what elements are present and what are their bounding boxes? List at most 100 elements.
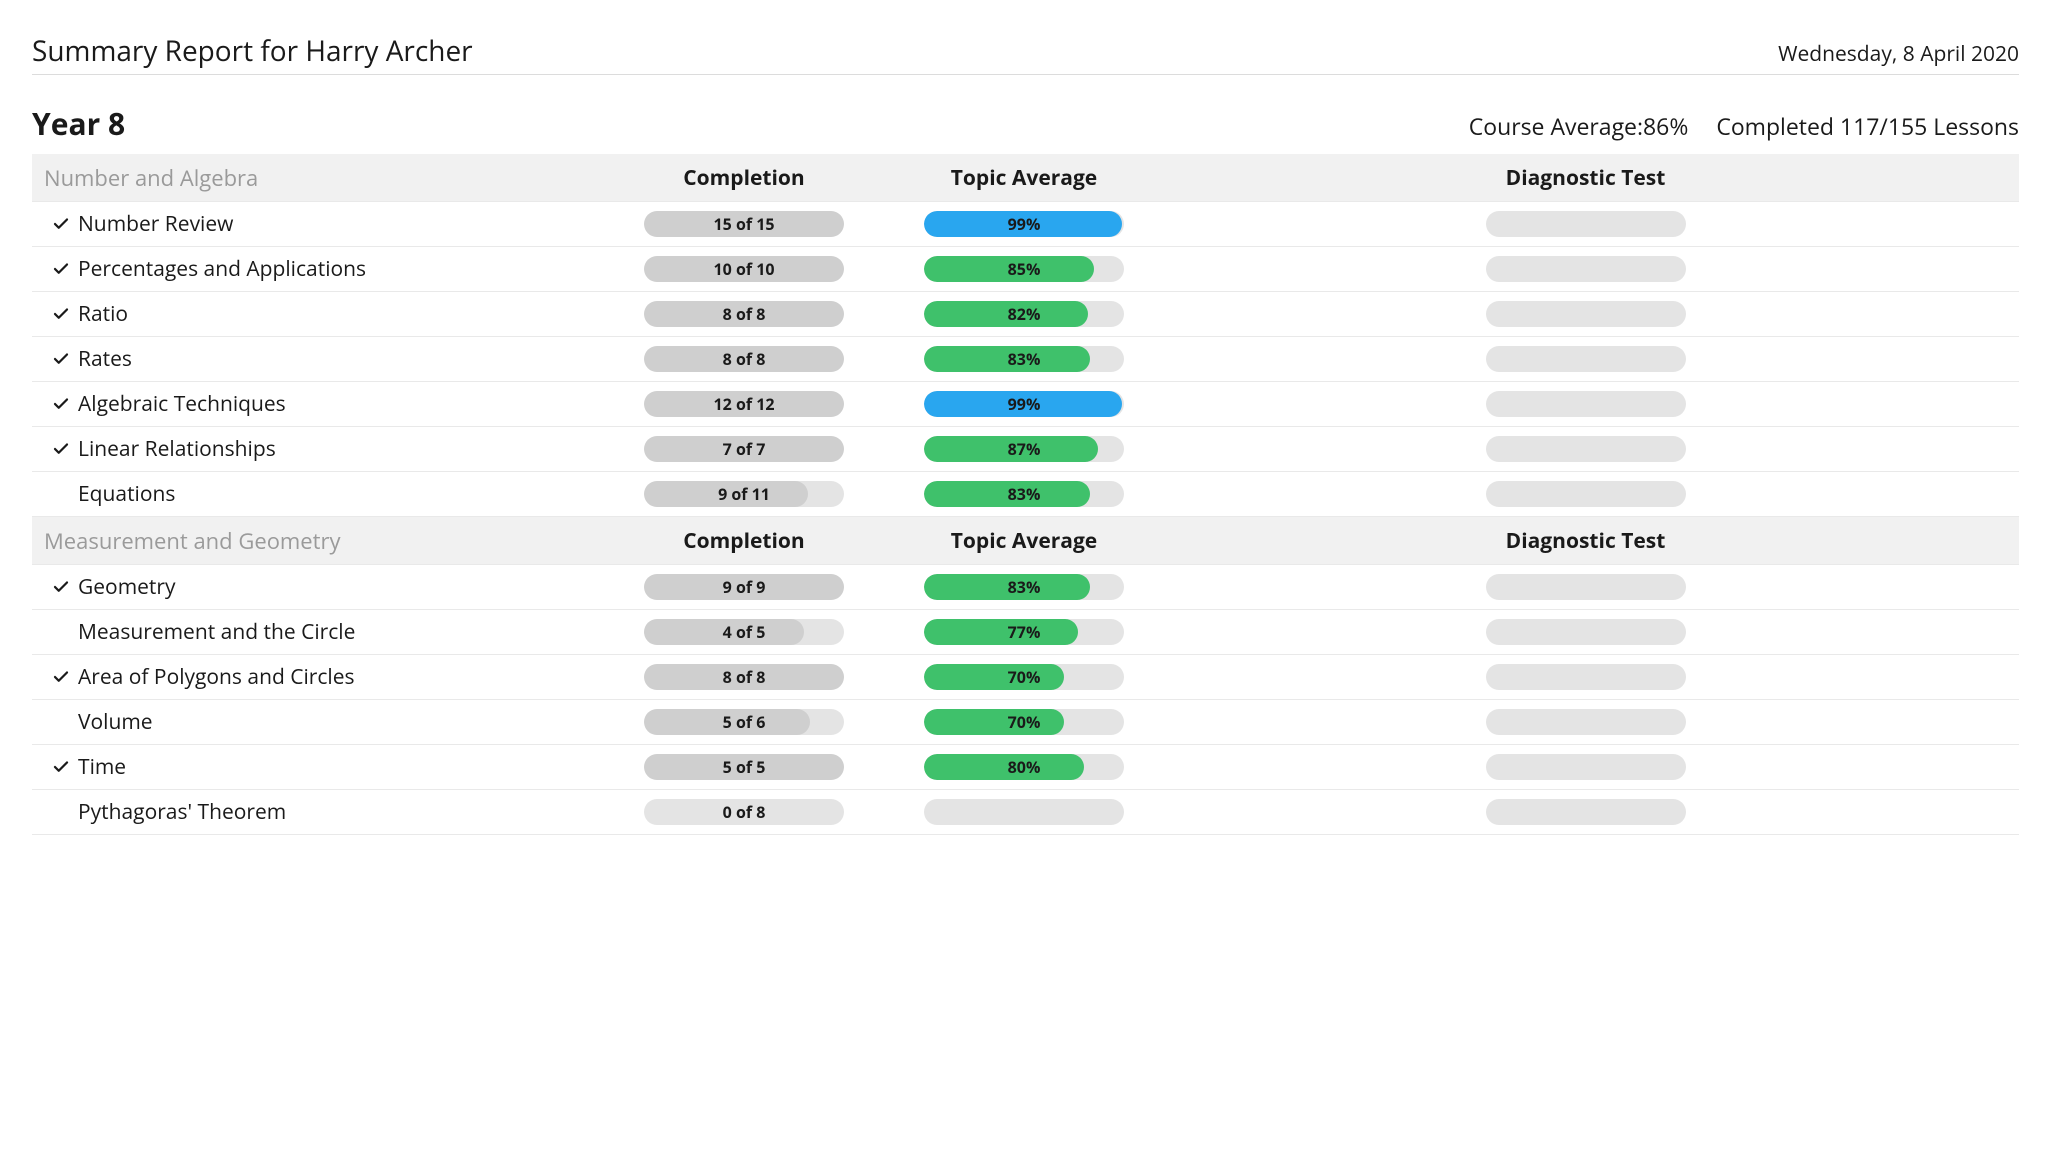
completion-pill: 5 of 6	[644, 709, 844, 735]
average-pill: 87%	[924, 436, 1124, 462]
year-title: Year 8	[32, 103, 125, 144]
average-pill: 77%	[924, 619, 1124, 645]
diagnostic-pill	[1486, 619, 1686, 645]
course-average-value: 86%	[1643, 110, 1688, 142]
topic-name: Algebraic Techniques	[78, 390, 286, 418]
completed-lessons: Completed 117/155 Lessons	[1716, 110, 2019, 142]
section-name: Number and Algebra	[44, 163, 258, 193]
average-pill: 99%	[924, 211, 1124, 237]
average-pill: 83%	[924, 481, 1124, 507]
diagnostic-pill	[1486, 799, 1686, 825]
check-icon	[52, 758, 70, 776]
col-header-average: Topic Average	[951, 527, 1097, 555]
completion-pill-label: 12 of 12	[644, 391, 844, 417]
average-pill: 83%	[924, 346, 1124, 372]
average-pill-label: 70%	[924, 709, 1124, 735]
col-header-average: Topic Average	[951, 164, 1097, 192]
section-header: Measurement and Geometry Completion Topic …	[32, 517, 2019, 565]
topic-name: Area of Polygons and Circles	[78, 663, 355, 691]
completion-pill-label: 8 of 8	[644, 301, 844, 327]
average-pill-label: 85%	[924, 256, 1124, 282]
course-average-label: Course Average:	[1469, 110, 1643, 142]
table-row: Pythagoras' Theorem 0 of 8	[32, 790, 2019, 835]
topic-name: Measurement and the Circle	[78, 618, 355, 646]
check-icon	[52, 350, 70, 368]
completion-pill: 8 of 8	[644, 664, 844, 690]
check-icon	[52, 668, 70, 686]
completion-pill: 5 of 5	[644, 754, 844, 780]
average-pill: 70%	[924, 664, 1124, 690]
average-pill-label: 83%	[924, 574, 1124, 600]
completion-pill-label: 9 of 11	[644, 481, 844, 507]
completion-pill-label: 4 of 5	[644, 619, 844, 645]
completion-pill: 9 of 9	[644, 574, 844, 600]
topic-name: Percentages and Applications	[78, 255, 366, 283]
completion-pill: 12 of 12	[644, 391, 844, 417]
topic-name: Linear Relationships	[78, 435, 276, 463]
completion-pill: 10 of 10	[644, 256, 844, 282]
average-pill: 82%	[924, 301, 1124, 327]
table-row: Time 5 of 5 80%	[32, 745, 2019, 790]
table-row: Number Review 15 of 15 99%	[32, 202, 2019, 247]
diagnostic-pill	[1486, 664, 1686, 690]
completion-pill-label: 0 of 8	[644, 799, 844, 825]
completion-pill-label: 8 of 8	[644, 346, 844, 372]
completion-pill: 0 of 8	[644, 799, 844, 825]
average-pill-label: 87%	[924, 436, 1124, 462]
completion-pill-label: 8 of 8	[644, 664, 844, 690]
completion-pill: 15 of 15	[644, 211, 844, 237]
diagnostic-pill	[1486, 436, 1686, 462]
col-header-completion: Completion	[683, 164, 804, 192]
average-pill: 99%	[924, 391, 1124, 417]
average-pill: 85%	[924, 256, 1124, 282]
check-icon	[52, 440, 70, 458]
section-header: Number and Algebra Completion Topic Averag…	[32, 154, 2019, 202]
completion-pill: 8 of 8	[644, 346, 844, 372]
table-row: Linear Relationships 7 of 7 87%	[32, 427, 2019, 472]
completion-pill-label: 15 of 15	[644, 211, 844, 237]
diagnostic-pill	[1486, 709, 1686, 735]
average-pill-label: 83%	[924, 481, 1124, 507]
check-icon	[52, 578, 70, 596]
diagnostic-pill	[1486, 574, 1686, 600]
table-row: Measurement and the Circle 4 of 5 77%	[32, 610, 2019, 655]
completion-pill-label: 5 of 6	[644, 709, 844, 735]
completion-pill: 8 of 8	[644, 301, 844, 327]
average-pill-label: 99%	[924, 211, 1124, 237]
topic-name: Time	[78, 753, 126, 781]
check-icon	[52, 215, 70, 233]
table-row: Algebraic Techniques 12 of 12 99%	[32, 382, 2019, 427]
course-average: Course Average:86%	[1469, 110, 1689, 142]
average-pill-label: 83%	[924, 346, 1124, 372]
diagnostic-pill	[1486, 211, 1686, 237]
completion-pill: 9 of 11	[644, 481, 844, 507]
diagnostic-pill	[1486, 754, 1686, 780]
diagnostic-pill	[1486, 256, 1686, 282]
average-pill-label: 82%	[924, 301, 1124, 327]
check-icon	[52, 260, 70, 278]
table-row: Rates 8 of 8 83%	[32, 337, 2019, 382]
average-pill: 80%	[924, 754, 1124, 780]
check-icon	[52, 305, 70, 323]
average-pill: 83%	[924, 574, 1124, 600]
average-pill: 70%	[924, 709, 1124, 735]
average-pill	[924, 799, 1124, 825]
topic-name: Number Review	[78, 210, 233, 238]
topic-name: Volume	[78, 708, 153, 736]
completion-pill-label: 7 of 7	[644, 436, 844, 462]
col-header-completion: Completion	[683, 527, 804, 555]
topic-name: Pythagoras' Theorem	[78, 798, 286, 826]
table-row: Ratio8 of 882%	[32, 292, 2019, 337]
table-row: Geometry 9 of 9 83%	[32, 565, 2019, 610]
completion-pill-label: 9 of 9	[644, 574, 844, 600]
check-icon	[52, 395, 70, 413]
diagnostic-pill	[1486, 391, 1686, 417]
completion-pill: 4 of 5	[644, 619, 844, 645]
table-row: Equations9 of 1183%	[32, 472, 2019, 517]
diagnostic-pill	[1486, 346, 1686, 372]
topic-name: Geometry	[78, 573, 176, 601]
topic-name: Rates	[78, 345, 132, 373]
section-name: Measurement and Geometry	[44, 526, 341, 556]
col-header-diagnostic: Diagnostic Test	[1506, 527, 1666, 555]
page-title: Summary Report for Harry Archer	[32, 32, 473, 70]
